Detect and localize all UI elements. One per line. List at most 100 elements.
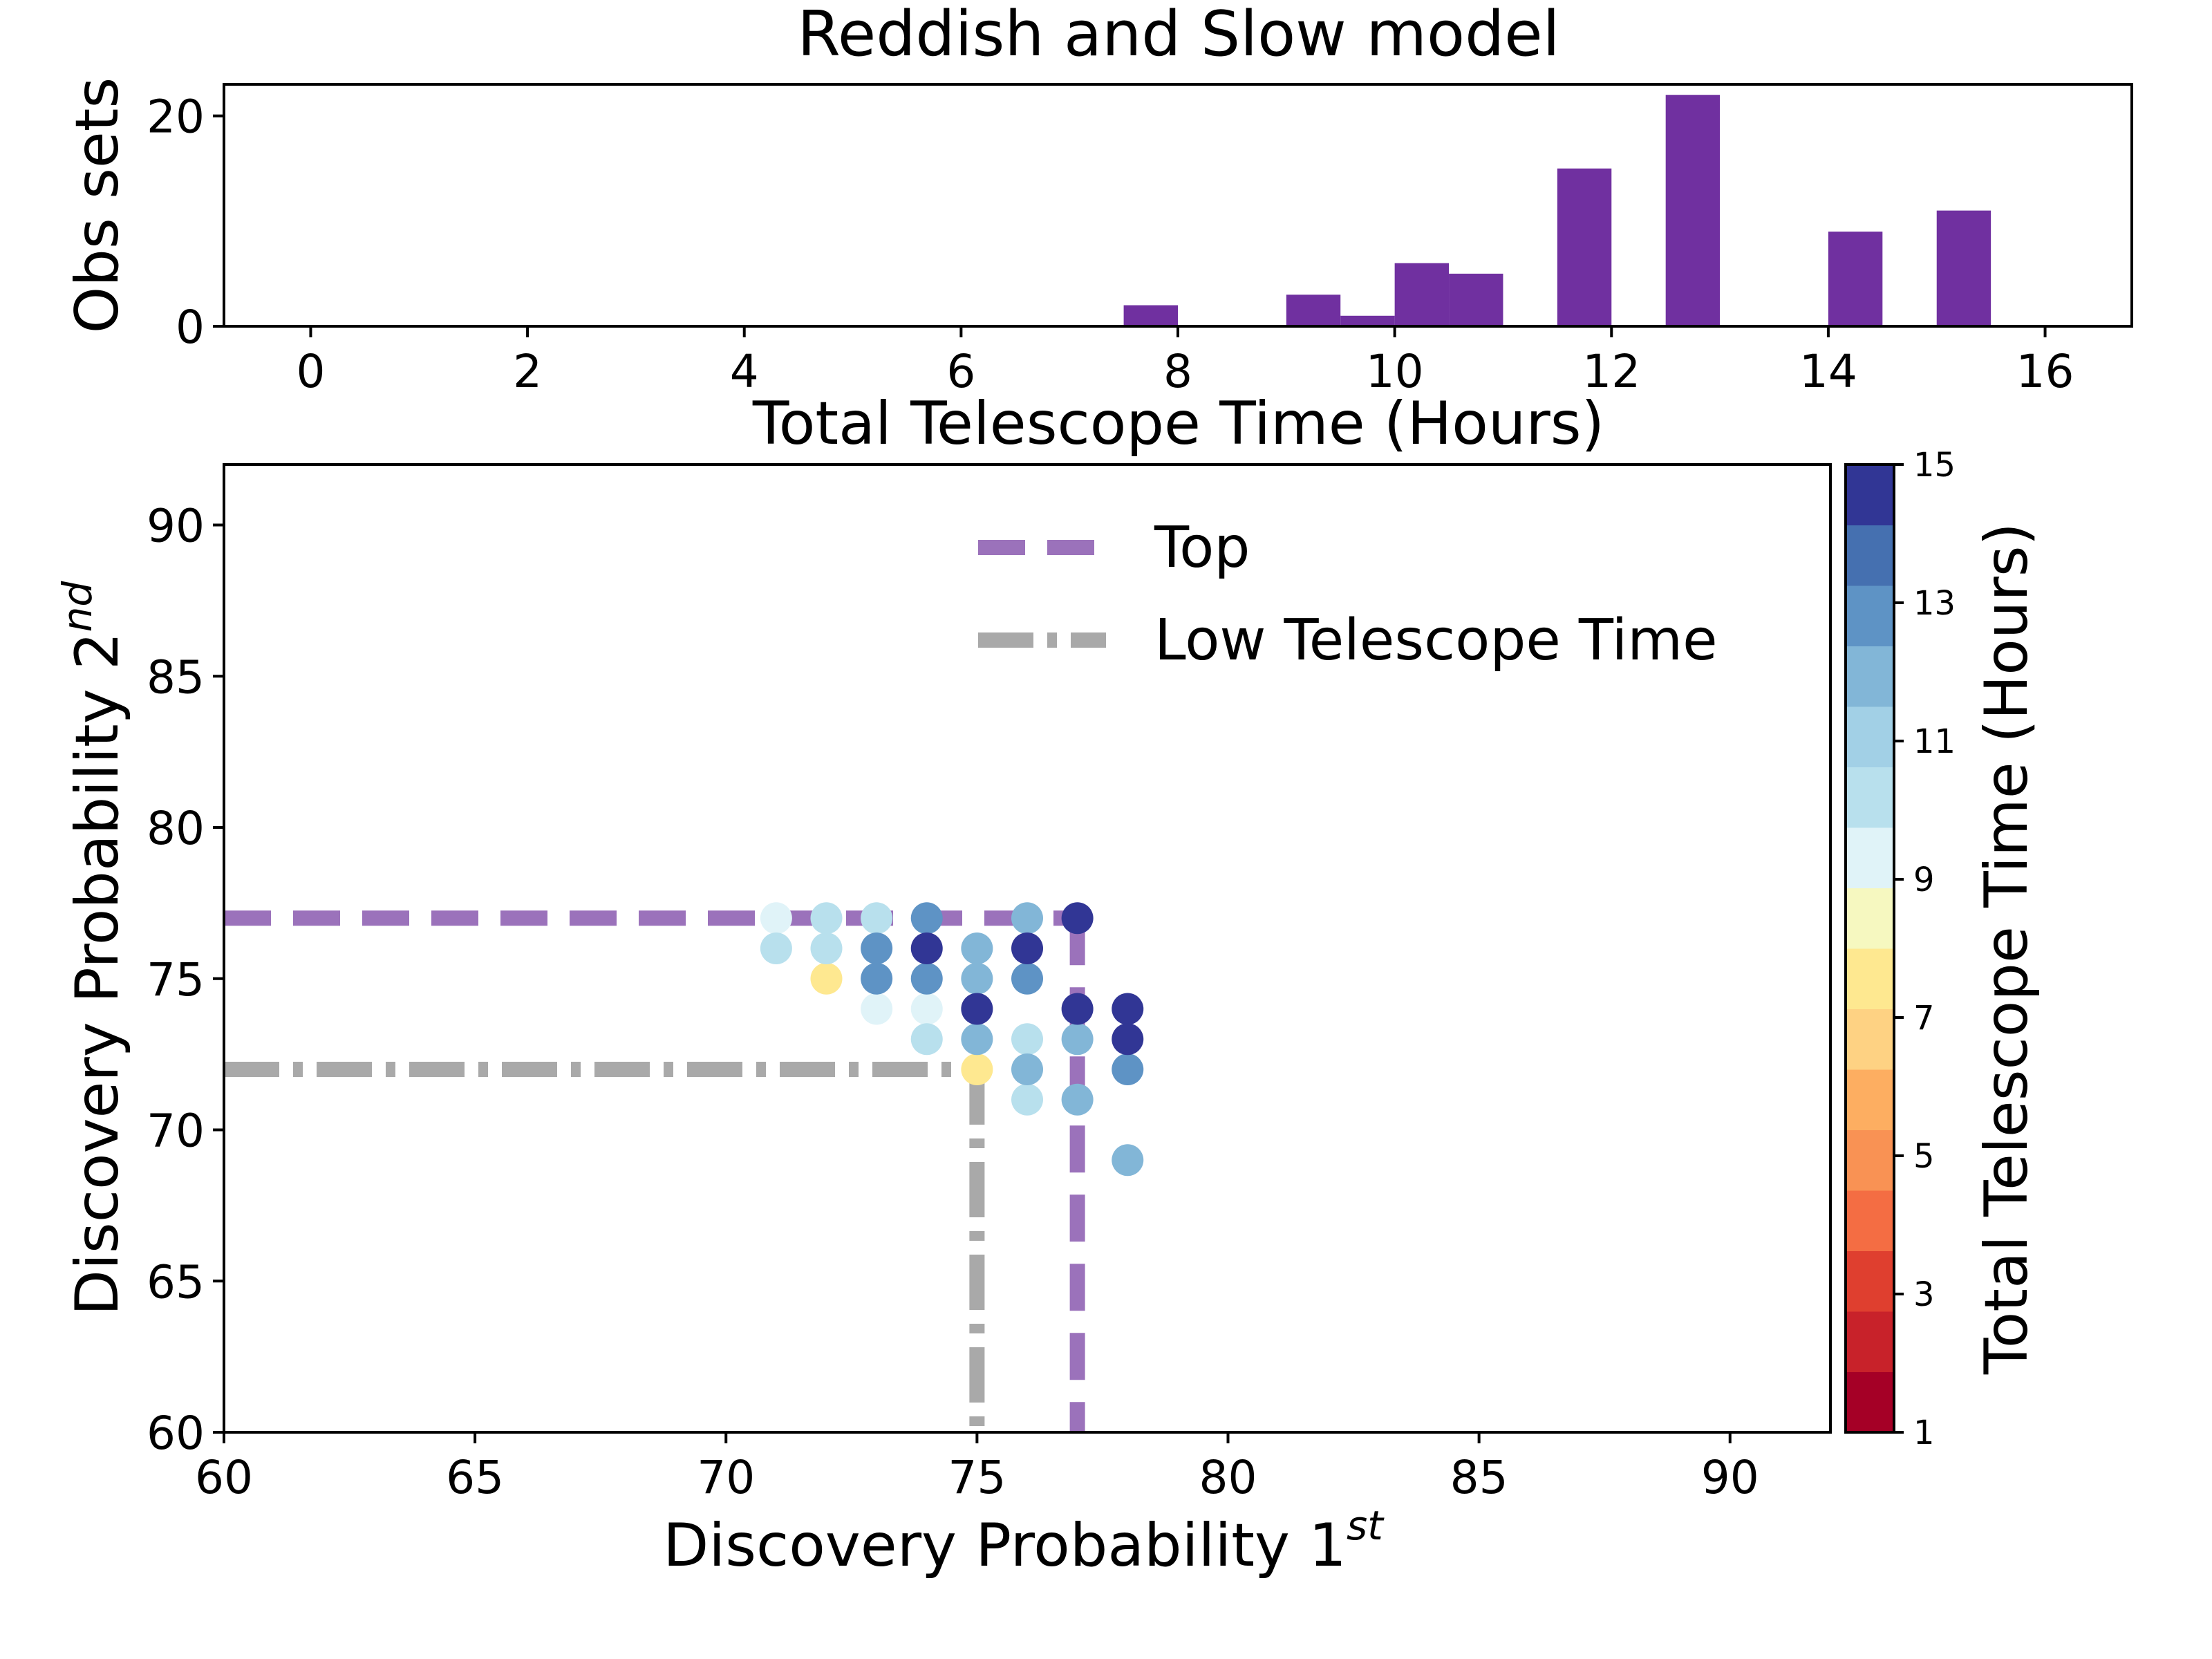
scatter-point <box>1011 1023 1043 1056</box>
colorbar-tick-label: 1 <box>1913 1414 1935 1452</box>
scatter-y-tick-label: 60 <box>147 1407 205 1460</box>
scatter-y-label: Discovery Probability 2nd <box>54 581 132 1316</box>
scatter-point <box>861 962 893 995</box>
colorbar-segment <box>1846 706 1894 767</box>
colorbar-segment <box>1846 1069 1894 1130</box>
histogram-bar <box>1340 315 1395 326</box>
scatter-x-tick-label: 85 <box>1450 1451 1508 1504</box>
histogram-bar <box>1449 273 1503 326</box>
scatter-panel: 60 65 70 75 80 85 90 60 65 70 75 80 85 90 Top Low Te… <box>54 463 1832 1580</box>
scatter-point <box>1011 1053 1043 1085</box>
scatter-x-ticks: 60 65 70 75 80 85 90 <box>195 1432 1759 1504</box>
histogram-frame <box>223 83 2133 328</box>
scatter-point <box>961 932 993 964</box>
scatter-point <box>1112 1053 1144 1085</box>
colorbar-segment <box>1846 646 1894 707</box>
histogram-x-tick-label: 6 <box>946 345 975 398</box>
histogram-bar <box>1936 210 1991 326</box>
histogram-bar <box>1665 95 1721 326</box>
scatter-point <box>910 962 943 995</box>
scatter-point <box>1011 1083 1043 1116</box>
scatter-y-tick-label: 65 <box>147 1255 205 1309</box>
scatter-x-tick-label: 60 <box>195 1451 253 1504</box>
colorbar-segment <box>1846 827 1894 888</box>
histogram-y-label: Obs sets <box>63 77 132 334</box>
colorbar-segment <box>1846 1371 1894 1433</box>
scatter-x-label-main: Discovery Probability 1 <box>663 1511 1347 1580</box>
scatter-y-label-sup: nd <box>54 581 101 632</box>
colorbar-segment <box>1846 525 1894 586</box>
legend: Top Low Telescope Time <box>978 515 1718 673</box>
scatter-point <box>910 993 943 1025</box>
scatter-point <box>1061 1083 1094 1116</box>
colorbar-segment <box>1846 1311 1894 1372</box>
histogram-x-tick-label: 8 <box>1163 345 1192 398</box>
scatter-point <box>861 902 893 935</box>
histogram-y-tick-label: 20 <box>147 91 205 144</box>
histogram-y-tick-label: 0 <box>176 301 205 354</box>
colorbar-segment <box>1846 1009 1894 1070</box>
colorbar-segment <box>1846 465 1894 525</box>
histogram-bar <box>1557 168 1612 326</box>
scatter-point <box>1061 902 1094 935</box>
colorbar-tick-label: 3 <box>1913 1275 1935 1314</box>
scatter-frame <box>223 463 1832 1434</box>
histogram-x-tick-label: 10 <box>1366 345 1424 398</box>
legend-top-label: Top <box>1154 515 1250 581</box>
scatter-point <box>961 1023 993 1056</box>
colorbar-segment <box>1846 888 1894 949</box>
scatter-point <box>1011 902 1043 935</box>
colorbar-segment <box>1846 767 1894 828</box>
scatter-x-tick-label: 80 <box>1199 1451 1257 1504</box>
histogram-x-label: Total Telescope Time (Hours) <box>752 389 1604 458</box>
scatter-point <box>1112 1144 1144 1177</box>
histogram-x-tick-label: 4 <box>730 345 759 398</box>
scatter-point <box>810 902 843 935</box>
scatter-y-tick-label: 80 <box>147 802 205 855</box>
scatter-point <box>1011 932 1043 964</box>
colorbar-segment <box>1846 948 1894 1009</box>
scatter-point <box>760 902 792 935</box>
scatter-point <box>861 932 893 964</box>
scatter-point <box>910 1023 943 1056</box>
scatter-x-tick-label: 65 <box>446 1451 504 1504</box>
histogram-panel: Reddish and Slow model 0 2 4 6 8 10 12 14 16 0 20… <box>63 0 2133 458</box>
scatter-point <box>810 932 843 964</box>
scatter-y-tick-label: 85 <box>147 650 205 704</box>
scatter-point <box>1011 962 1043 995</box>
scatter-point <box>1112 993 1144 1025</box>
colorbar-tick-label: 7 <box>1913 999 1935 1038</box>
scatter-y-tick-label: 90 <box>147 500 205 553</box>
scatter-point <box>861 993 893 1025</box>
scatter-y-ticks: 60 65 70 75 80 85 90 <box>147 500 224 1460</box>
legend-low-time-label: Low Telescope Time <box>1154 608 1718 673</box>
scatter-point <box>910 902 943 935</box>
colorbar-tick-label: 15 <box>1913 446 1956 485</box>
histogram-x-tick-label: 2 <box>513 345 542 398</box>
histogram-bar <box>1394 263 1450 326</box>
histogram-bar <box>1123 305 1178 326</box>
colorbar-segment <box>1846 1250 1894 1312</box>
scatter-y-tick-label: 75 <box>147 953 205 1006</box>
colorbar-tick-label: 13 <box>1913 584 1956 623</box>
histogram-x-ticks: 0 2 4 6 8 10 12 14 16 <box>296 326 2074 398</box>
scatter-y-label-main: Discovery Probability 2 <box>63 632 132 1315</box>
scatter-point <box>1061 1023 1094 1056</box>
scatter-x-label: Discovery Probability 1st <box>663 1502 1385 1580</box>
histogram-bar <box>1286 294 1341 326</box>
scatter-point <box>961 962 993 995</box>
histogram-bar <box>1828 232 1883 326</box>
scatter-point <box>810 962 843 995</box>
scatter-point <box>760 932 792 964</box>
colorbar-frame <box>1844 463 1895 1434</box>
colorbar-tick-label: 9 <box>1913 861 1935 899</box>
histogram-x-tick-label: 14 <box>1799 345 1857 398</box>
scatter-point <box>910 932 943 964</box>
histogram-y-ticks: 0 20 <box>147 91 224 354</box>
scatter-point <box>961 1053 993 1085</box>
colorbar-segments <box>1846 465 1894 1433</box>
scatter-x-tick-label: 90 <box>1701 1451 1759 1504</box>
